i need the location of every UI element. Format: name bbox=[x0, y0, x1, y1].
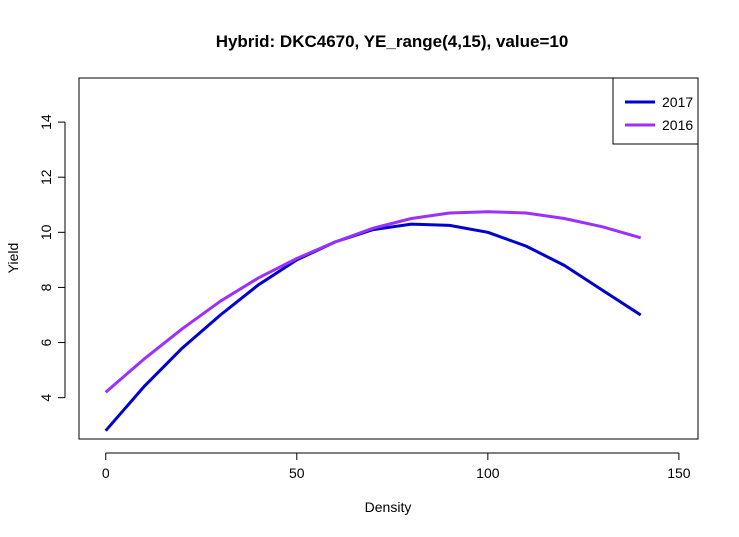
legend-label-2017: 2017 bbox=[662, 94, 693, 110]
x-tick-label: 150 bbox=[667, 465, 691, 481]
x-tick-label: 100 bbox=[476, 465, 500, 481]
y-tick-label: 8 bbox=[38, 283, 54, 291]
x-axis: 0 50 100 150 bbox=[102, 452, 691, 481]
y-tick-label: 6 bbox=[38, 338, 54, 346]
y-tick-label: 12 bbox=[38, 169, 54, 185]
y-axis-label: Yield bbox=[5, 243, 21, 274]
plot-frame bbox=[78, 77, 699, 440]
x-tick-label: 0 bbox=[102, 465, 110, 481]
legend-box bbox=[612, 77, 699, 145]
legend: 2017 2016 bbox=[612, 77, 699, 145]
legend-label-2016: 2016 bbox=[662, 117, 693, 133]
y-tick-label: 10 bbox=[38, 224, 54, 240]
chart-title: Hybrid: DKC4670, YE_range(4,15), value=1… bbox=[216, 32, 569, 51]
series-line-2016 bbox=[104, 210, 642, 394]
y-axis: 4 6 8 10 12 14 bbox=[38, 114, 66, 402]
series-layer bbox=[104, 210, 642, 432]
x-tick-label: 50 bbox=[289, 465, 305, 481]
y-tick-label: 14 bbox=[38, 114, 54, 130]
x-axis-label: Density bbox=[365, 499, 412, 515]
y-tick-label: 4 bbox=[38, 394, 54, 402]
